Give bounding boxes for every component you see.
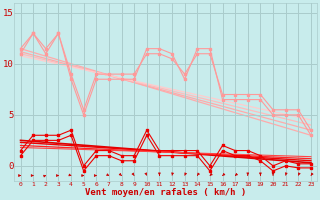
X-axis label: Vent moyen/en rafales ( km/h ): Vent moyen/en rafales ( km/h ) [85,188,246,197]
